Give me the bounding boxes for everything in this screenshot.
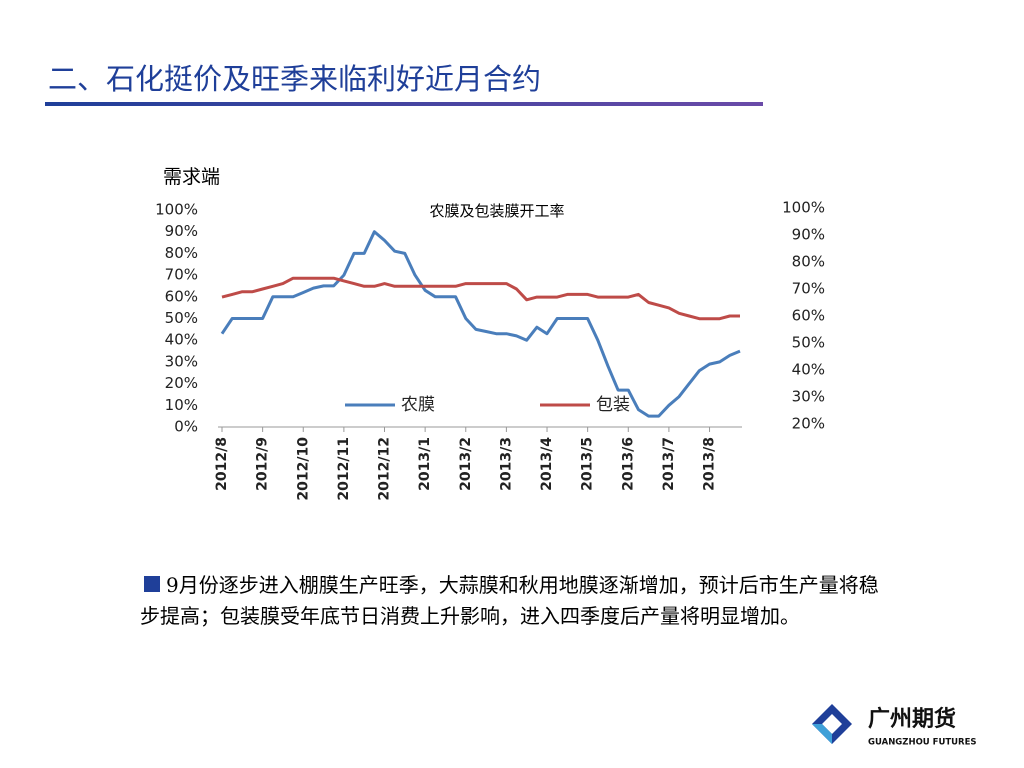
y-tick-label: 100% <box>155 201 198 219</box>
y2-tick-label: 50% <box>792 334 825 352</box>
y-tick-label: 0% <box>174 418 198 436</box>
logo-name: 广州期货 <box>868 706 956 732</box>
y-tick-label: 30% <box>165 352 198 370</box>
x-tick-label: 2013/6 <box>620 437 636 491</box>
slide-title: 二、石化挺价及旺季来临利好近月合约 <box>48 62 542 96</box>
y2-tick-label: 20% <box>792 415 825 433</box>
x-tick-label: 2013/4 <box>539 437 555 491</box>
section-label: 需求端 <box>163 166 221 188</box>
y2-tick-label: 80% <box>792 253 825 271</box>
y-tick-label: 70% <box>165 266 198 284</box>
y-tick-label: 90% <box>165 222 198 240</box>
legend-label: 包装 <box>596 395 630 415</box>
series-line <box>220 230 741 418</box>
y2-tick-label: 40% <box>792 361 825 379</box>
chart-title: 农膜及包装膜开工率 <box>429 202 564 220</box>
x-tick-label: 2013/1 <box>417 437 433 491</box>
x-tick-label: 2012/12 <box>377 437 393 501</box>
y-tick-label: 40% <box>165 331 198 349</box>
y-tick-label: 60% <box>165 287 198 305</box>
y2-tick-label: 90% <box>792 226 825 244</box>
logo-icon-accent <box>812 724 832 744</box>
x-tick-label: 2013/7 <box>661 437 677 491</box>
y2-tick-label: 100% <box>782 199 825 217</box>
x-tick-label: 2012/8 <box>214 437 230 491</box>
legend-label: 农膜 <box>401 395 435 415</box>
logo: 广州期货 GUANGZHOU FUTURES <box>812 704 977 748</box>
paragraph: 9月份逐步进入棚膜生产旺季，大蒜膜和秋用地膜逐渐增加，预计后市生产量将稳步提高；… <box>140 573 879 628</box>
x-tick-label: 2012/10 <box>295 437 311 501</box>
y2-tick-label: 30% <box>792 388 825 406</box>
y-tick-label: 10% <box>165 396 198 414</box>
x-tick-label: 2013/8 <box>702 437 718 491</box>
y2-tick-label: 70% <box>792 280 825 298</box>
x-tick-label: 2013/2 <box>458 437 474 491</box>
x-tick-label: 2012/11 <box>336 437 352 501</box>
x-tick-label: 2012/9 <box>255 437 271 491</box>
y-tick-label: 80% <box>165 244 198 262</box>
series-line <box>221 276 740 321</box>
y2-tick-label: 60% <box>792 307 825 325</box>
bullet <box>144 576 160 592</box>
y-tick-label: 20% <box>165 374 198 392</box>
x-tick-label: 2013/3 <box>498 437 514 491</box>
title-rule <box>45 102 763 106</box>
y-tick-label: 50% <box>165 309 198 327</box>
chart: 农膜及包装膜开工率 0% 10% 20% 30% 40% 50% 60% 70% 80% 90% 1… <box>155 199 825 501</box>
body-text: 9月份逐步进入棚膜生产旺季，大蒜膜和秋用地膜逐渐增加，预计后市生产量将稳步提高；… <box>140 570 882 632</box>
logo-subtitle: GUANGZHOU FUTURES <box>868 738 977 748</box>
x-tick-label: 2013/5 <box>580 437 596 491</box>
